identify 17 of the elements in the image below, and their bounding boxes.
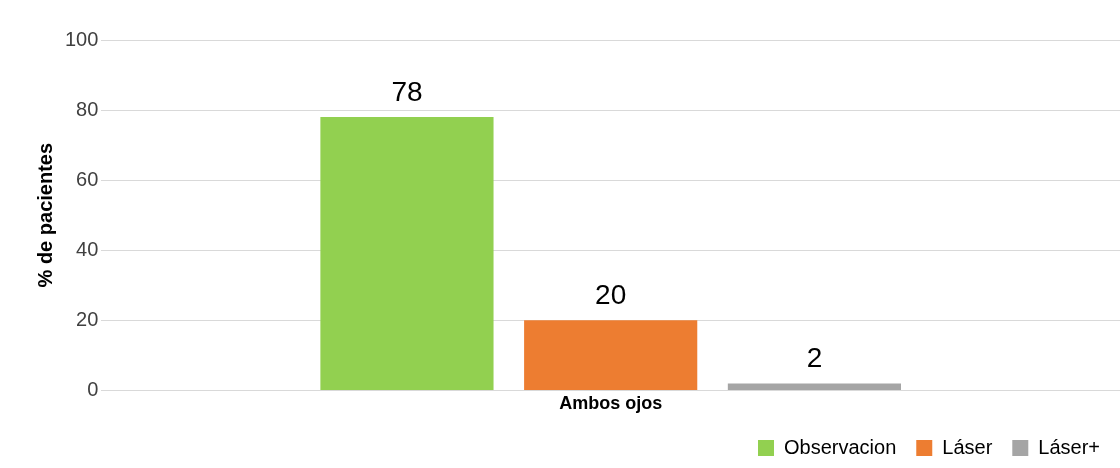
y-tick-label: 0 [87,377,99,400]
y-tick-label: 20 [76,307,99,330]
data-label: 20 [595,279,627,311]
bar [524,320,698,390]
y-axis-title: % de pacientes [33,142,56,288]
data-label: 2 [806,342,823,374]
y-tick-label: 40 [76,237,99,260]
y-tick-label: 100 [64,27,99,50]
legend-label: Láser+ [1038,435,1101,458]
legend-label: Observacion [783,435,897,458]
x-tick-label: Ambos ojos [559,393,663,414]
bar [727,383,901,390]
y-tick-label: 80 [76,97,99,120]
legend-label: Láser [942,435,993,458]
y-tick-label: 60 [76,167,99,190]
data-label: 78 [391,75,423,107]
bar [320,117,494,390]
